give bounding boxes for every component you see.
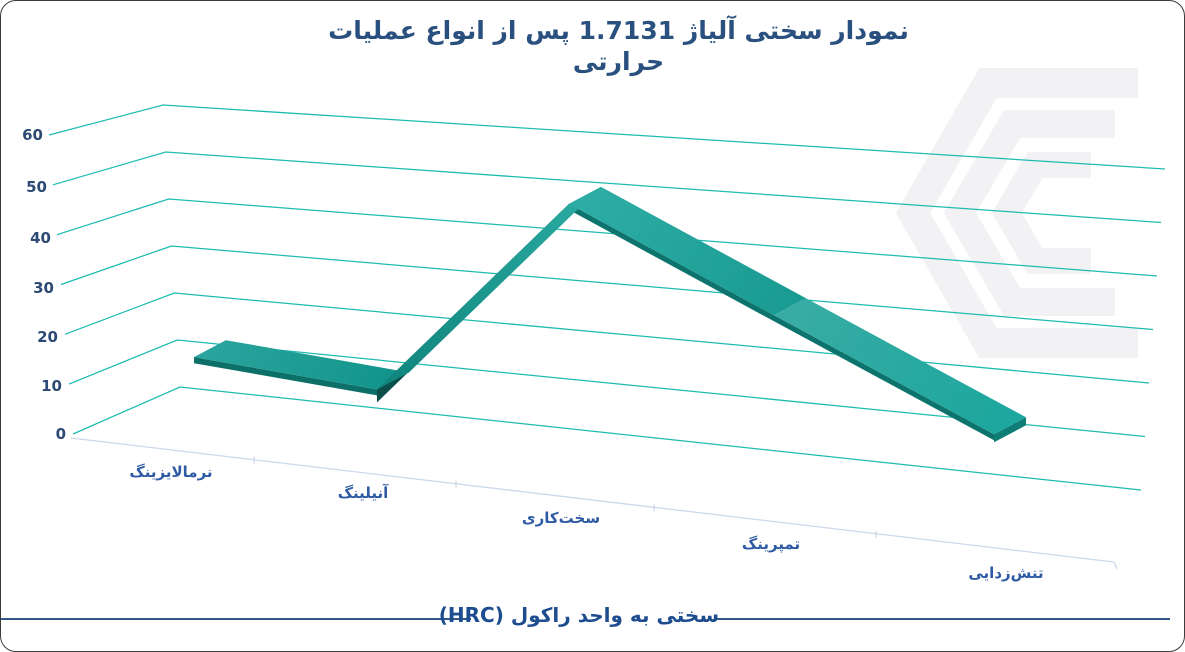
brand-watermark-logo xyxy=(895,68,1138,358)
chart-title-line2: حرارتی xyxy=(572,47,665,76)
y-tick-label-50: 50 xyxy=(26,178,47,196)
watermark-ring-middle xyxy=(943,110,1115,316)
y-tick-label-0: 0 xyxy=(55,425,66,443)
chart-title-line1: نمودار سختی آلیاژ 1.7131 پس از انواع عمل… xyxy=(328,16,909,45)
footer-rule-left xyxy=(1,618,471,620)
chart-title: نمودار سختی آلیاژ 1.7131 پس از انواع عمل… xyxy=(51,15,1184,77)
watermark-ring-inner xyxy=(991,152,1091,274)
x-category-label-normalizing: نرمالایزینگ xyxy=(129,463,213,481)
x-category-label-stress-relieving: تنش‌زدایی xyxy=(968,564,1044,582)
y-gridlines xyxy=(48,104,1166,491)
y-tick-label-20: 20 xyxy=(37,328,58,346)
x-category-label-tempering: تمپرینگ xyxy=(741,535,801,553)
footer-rule-right xyxy=(717,618,1170,620)
y-tick-label-30: 30 xyxy=(33,279,54,297)
y-tick-label-40: 40 xyxy=(30,229,51,247)
y-tick-label-60: 60 xyxy=(22,126,43,144)
x-axis-line xyxy=(70,437,1118,570)
data-ribbon xyxy=(194,186,1026,443)
x-category-label-hardening: سخت‌کاری xyxy=(521,509,601,527)
y-tick-label-10: 10 xyxy=(41,377,62,395)
y-unit-label: سختی به واحد راکول (HRC) xyxy=(438,603,719,627)
x-category-label-annealing: آنیلینگ xyxy=(337,484,389,502)
watermark-ring-outer xyxy=(895,68,1138,358)
